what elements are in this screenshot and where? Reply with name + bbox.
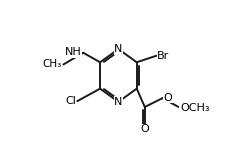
Text: CH₃: CH₃ [42,59,62,69]
Text: Cl: Cl [65,96,76,106]
Text: O: O [164,93,172,103]
Text: OCH₃: OCH₃ [180,103,210,113]
Text: N: N [114,97,122,107]
Text: NH: NH [65,47,82,57]
Text: O: O [140,124,149,134]
Text: N: N [114,44,122,54]
Text: Br: Br [157,51,170,61]
